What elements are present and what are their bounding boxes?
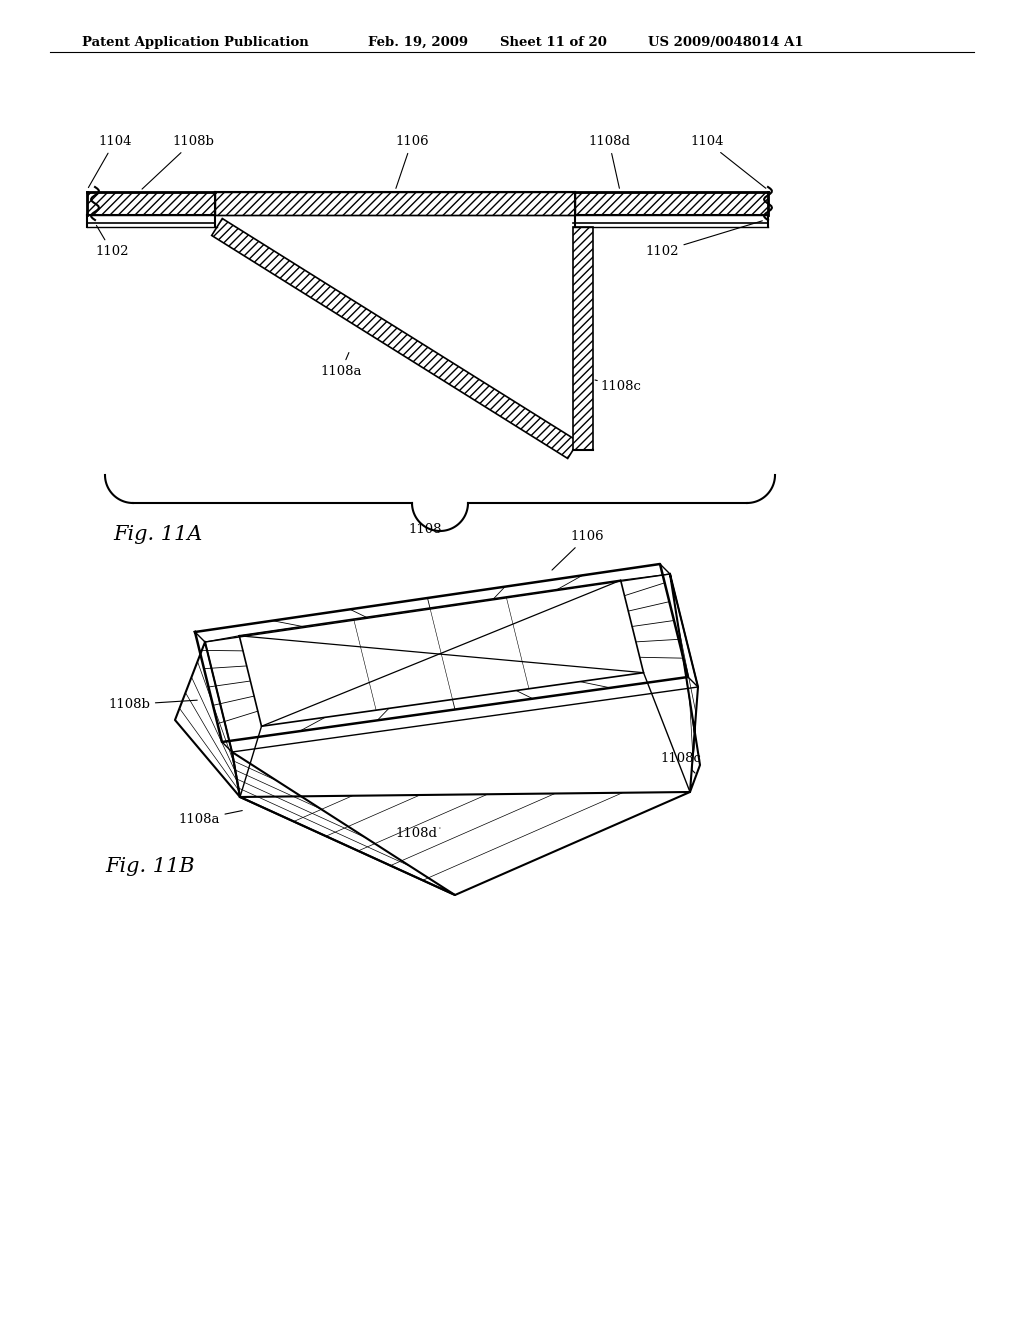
Text: 1108a: 1108a: [319, 352, 361, 378]
Text: Fig. 11B: Fig. 11B: [105, 857, 195, 876]
Polygon shape: [575, 191, 768, 215]
Text: 1108b: 1108b: [108, 698, 198, 711]
Text: 1102: 1102: [645, 220, 762, 257]
Text: 1106: 1106: [552, 531, 603, 570]
Text: US 2009/0048014 A1: US 2009/0048014 A1: [648, 36, 804, 49]
Text: 1106: 1106: [395, 135, 429, 189]
Text: 1108a: 1108a: [178, 810, 243, 826]
Text: Sheet 11 of 20: Sheet 11 of 20: [500, 36, 607, 49]
Text: Fig. 11A: Fig. 11A: [113, 525, 203, 544]
Text: 1108: 1108: [409, 523, 441, 536]
Text: 1108b: 1108b: [142, 135, 214, 189]
Text: 1104: 1104: [88, 135, 131, 187]
Text: 1108d: 1108d: [395, 828, 440, 840]
Text: Feb. 19, 2009: Feb. 19, 2009: [368, 36, 468, 49]
Text: 1108c: 1108c: [595, 380, 641, 393]
Text: 1102: 1102: [95, 226, 128, 257]
Text: 1104: 1104: [690, 135, 766, 189]
Polygon shape: [573, 227, 593, 450]
Text: 1108c: 1108c: [660, 752, 700, 774]
Polygon shape: [212, 219, 579, 458]
Text: Patent Application Publication: Patent Application Publication: [82, 36, 309, 49]
Polygon shape: [87, 191, 215, 215]
Polygon shape: [215, 191, 575, 215]
Text: 1108d: 1108d: [588, 135, 630, 189]
